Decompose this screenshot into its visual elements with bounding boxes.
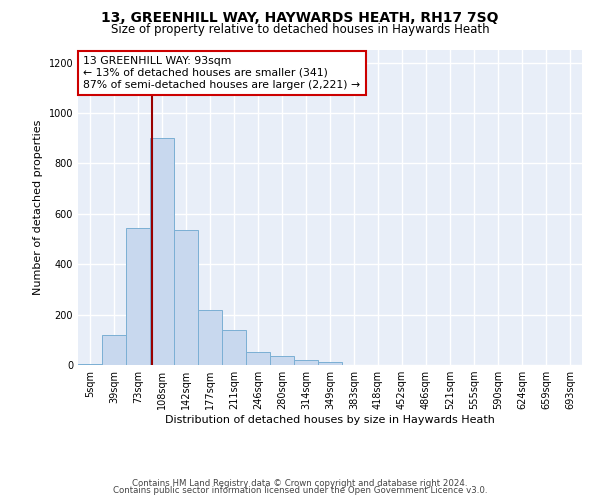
Text: 13, GREENHILL WAY, HAYWARDS HEATH, RH17 7SQ: 13, GREENHILL WAY, HAYWARDS HEATH, RH17 … (101, 12, 499, 26)
Text: 13 GREENHILL WAY: 93sqm
← 13% of detached houses are smaller (341)
87% of semi-d: 13 GREENHILL WAY: 93sqm ← 13% of detache… (83, 56, 360, 90)
X-axis label: Distribution of detached houses by size in Haywards Heath: Distribution of detached houses by size … (165, 415, 495, 425)
Y-axis label: Number of detached properties: Number of detached properties (33, 120, 43, 295)
Bar (318, 362, 342, 365)
Bar (222, 330, 246, 365)
Text: Size of property relative to detached houses in Haywards Heath: Size of property relative to detached ho… (110, 22, 490, 36)
Bar (294, 360, 318, 365)
Bar (102, 335, 126, 365)
Bar (174, 230, 198, 365)
Text: Contains public sector information licensed under the Open Government Licence v3: Contains public sector information licen… (113, 486, 487, 495)
Bar (198, 310, 222, 365)
Bar (126, 228, 150, 365)
Bar (150, 138, 174, 365)
Text: Contains HM Land Registry data © Crown copyright and database right 2024.: Contains HM Land Registry data © Crown c… (132, 478, 468, 488)
Bar (246, 352, 270, 365)
Bar (78, 364, 102, 365)
Bar (270, 356, 294, 365)
